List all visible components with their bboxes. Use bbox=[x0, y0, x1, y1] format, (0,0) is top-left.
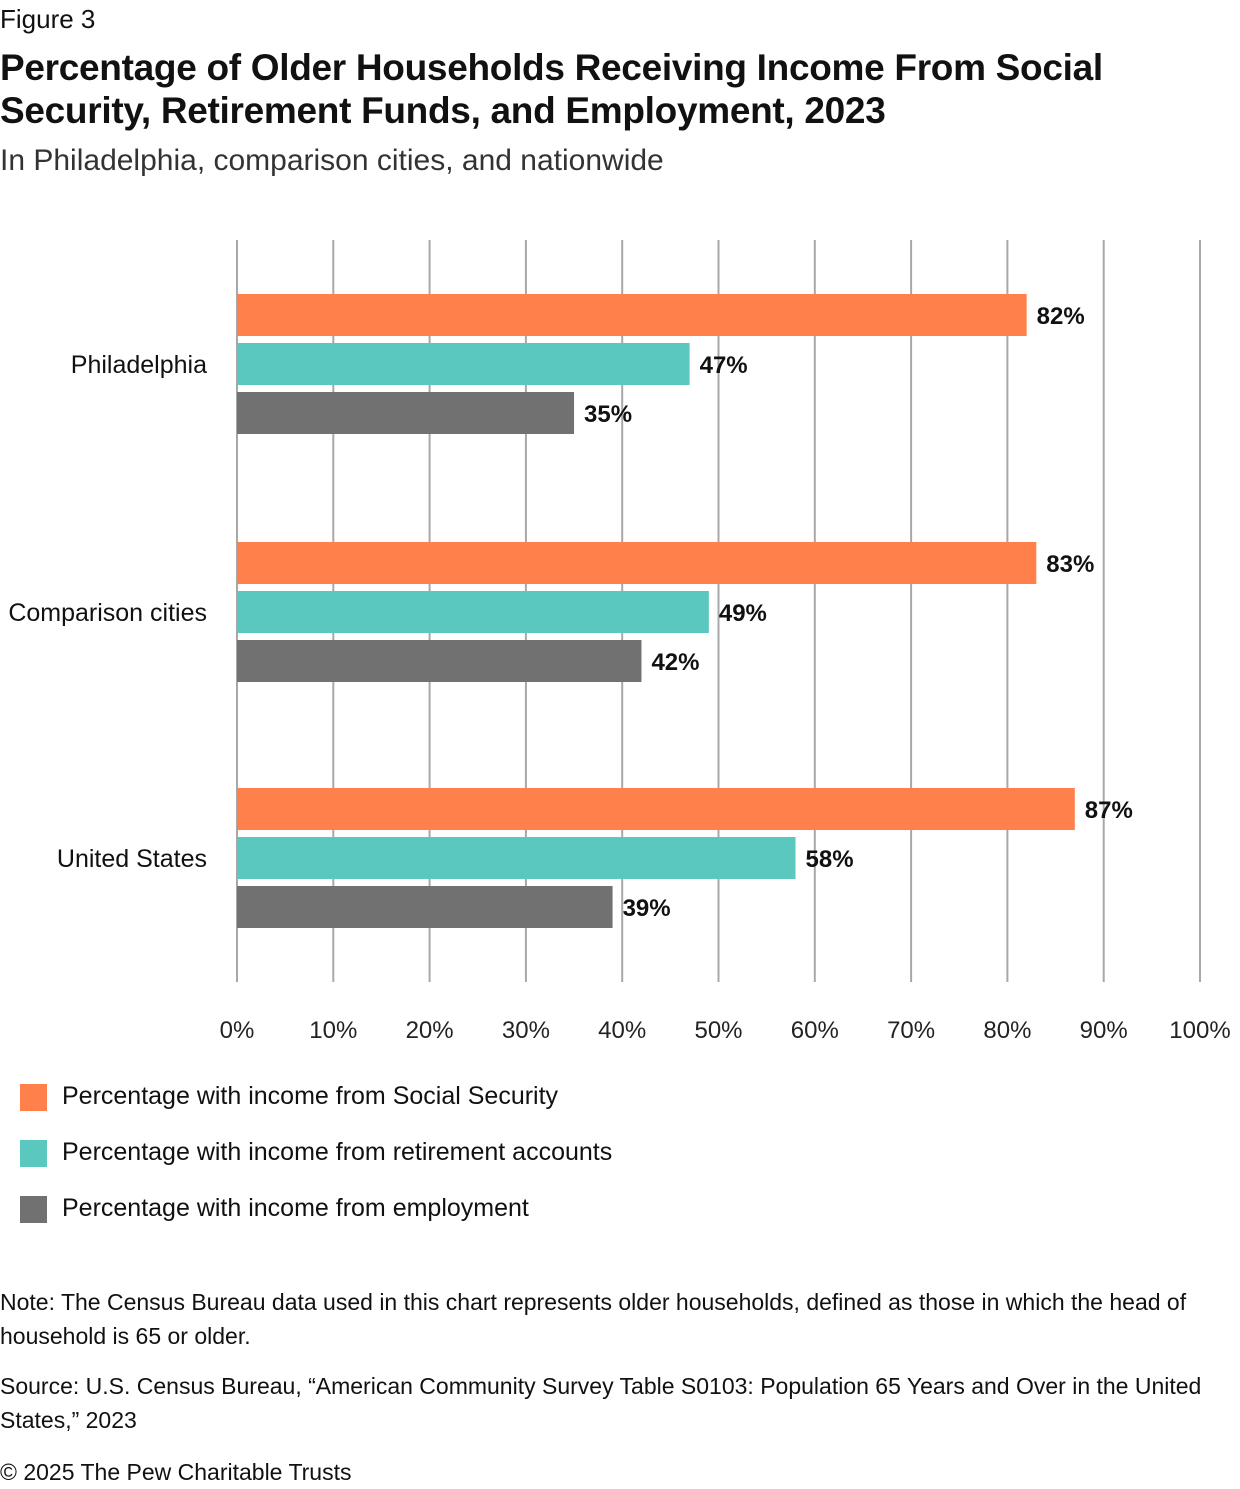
legend-label-retirement-accounts: Percentage with income from retirement a… bbox=[62, 1138, 613, 1166]
x-tick-label: 0% bbox=[220, 1017, 255, 1044]
legend-swatch-retirement-accounts bbox=[20, 1140, 47, 1167]
legend-label-employment: Percentage with income from employment bbox=[62, 1194, 529, 1222]
category-label: Philadelphia bbox=[71, 351, 207, 379]
bar bbox=[237, 294, 1027, 336]
data-label: 82% bbox=[1037, 303, 1085, 330]
bar bbox=[237, 542, 1037, 584]
data-label: 83% bbox=[1046, 551, 1094, 578]
x-tick-label: 50% bbox=[694, 1017, 742, 1044]
chart-source: Source: U.S. Census Bureau, “American Co… bbox=[0, 1373, 1202, 1433]
x-tick-label: 30% bbox=[502, 1017, 550, 1044]
data-label: 35% bbox=[584, 401, 632, 428]
x-tick-label: 90% bbox=[1080, 1017, 1128, 1044]
chart-note: Note: The Census Bureau data used in thi… bbox=[0, 1289, 1187, 1349]
category-label: United States bbox=[57, 845, 207, 873]
bar bbox=[237, 591, 709, 633]
bar bbox=[237, 886, 613, 928]
x-tick-label: 80% bbox=[983, 1017, 1031, 1044]
legend-swatch-employment bbox=[20, 1196, 47, 1223]
bar bbox=[237, 343, 690, 385]
bar bbox=[237, 640, 642, 682]
copyright: © 2025 The Pew Charitable Trusts bbox=[0, 1459, 352, 1485]
x-tick-label: 10% bbox=[309, 1017, 357, 1044]
legend-label-social-security: Percentage with income from Social Secur… bbox=[62, 1082, 559, 1110]
bar bbox=[237, 392, 575, 434]
data-label: 42% bbox=[651, 649, 699, 676]
data-label: 58% bbox=[806, 846, 854, 873]
x-tick-label: 60% bbox=[791, 1017, 839, 1044]
figure-label: Figure 3 bbox=[0, 4, 96, 34]
legend-swatch-social-security bbox=[20, 1084, 47, 1111]
x-tick-label: 70% bbox=[887, 1017, 935, 1044]
data-label: 39% bbox=[623, 895, 671, 922]
x-tick-label: 40% bbox=[598, 1017, 646, 1044]
bar-chart: 0% 10% 20% 30% 40% 50% 60% 70% 80% 90% 100% Philade… bbox=[8, 240, 1231, 1044]
chart-title: Percentage of Older Households Receiving… bbox=[0, 47, 1103, 131]
data-label: 49% bbox=[719, 600, 767, 627]
data-label: 87% bbox=[1085, 797, 1133, 824]
chart-subtitle: In Philadelphia, comparison cities, and … bbox=[0, 144, 664, 177]
bar bbox=[237, 788, 1075, 830]
category-label: Comparison cities bbox=[8, 599, 207, 627]
x-tick-label: 20% bbox=[406, 1017, 454, 1044]
bar bbox=[237, 837, 796, 879]
data-label: 47% bbox=[700, 352, 748, 379]
x-tick-label: 100% bbox=[1169, 1017, 1230, 1044]
